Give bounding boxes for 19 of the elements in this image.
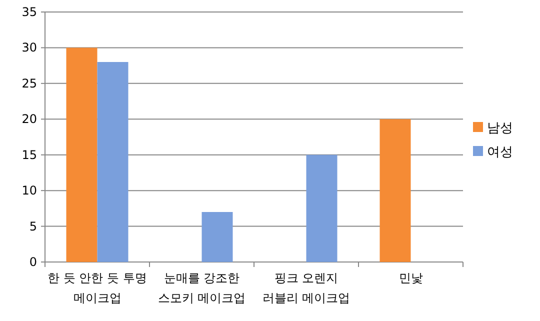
- x-tick-label: 한 듯 안한 듯 투명 메이크업: [46, 270, 148, 307]
- x-tick-label: 눈매를 강조한 스모키 메이크업: [158, 271, 246, 305]
- legend-label: 여성: [487, 145, 513, 160]
- y-tick-label: 0: [29, 255, 37, 269]
- y-tick-label: 15: [22, 148, 37, 162]
- bar: [380, 119, 411, 262]
- y-tick-label: 10: [22, 184, 37, 198]
- bar: [202, 212, 233, 262]
- y-tick-label: 30: [22, 40, 37, 55]
- x-tick-label: 핑크 오렌지 러블리 메이크업: [261, 270, 352, 307]
- y-tick-label: 25: [22, 76, 37, 90]
- y-tick-label: 5: [29, 219, 37, 234]
- x-tick-label: 민낯: [398, 270, 424, 287]
- bar: [97, 62, 128, 262]
- y-tick-label: 20: [22, 112, 37, 126]
- legend-label: 남성: [487, 121, 513, 136]
- y-tick-label: 35: [22, 5, 37, 19]
- bar: [306, 154, 338, 262]
- bar: [66, 48, 98, 262]
